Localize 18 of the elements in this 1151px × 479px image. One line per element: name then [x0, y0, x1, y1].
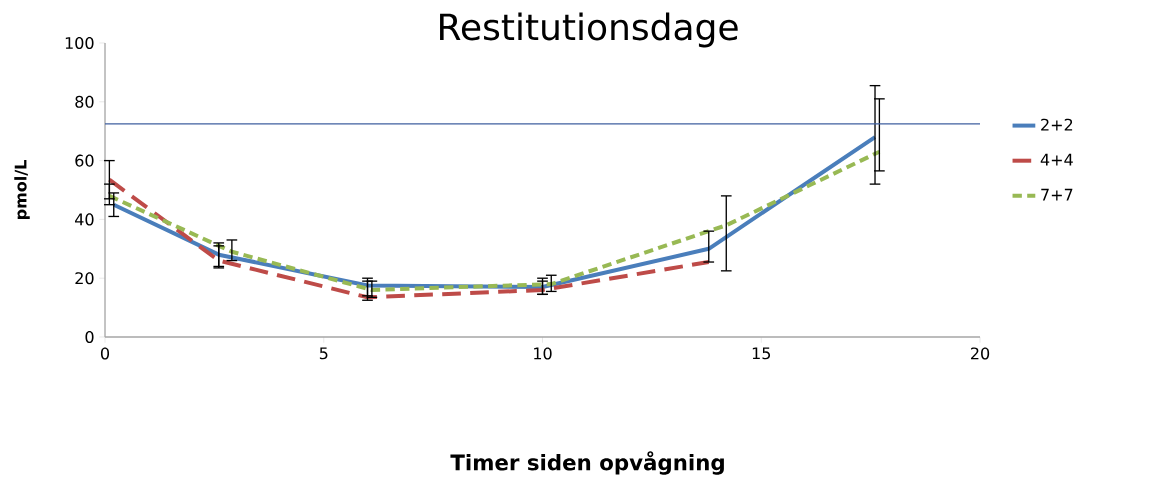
- y-axis-title: pmol/L: [14, 159, 30, 219]
- legend-label: 2+2: [1041, 118, 1073, 131]
- line-series: [107, 177, 711, 300]
- x-tick-label: 10: [534, 347, 552, 360]
- y-tick-label: 80: [75, 95, 94, 108]
- x-tick-label: 0: [100, 347, 110, 360]
- chart-title: Restitutionsdage: [440, 12, 738, 48]
- y-tick-label: 100: [65, 36, 94, 49]
- x-tick-label: 5: [319, 347, 328, 360]
- y-tick-label: 40: [75, 213, 94, 226]
- x-tick-label: 15: [752, 347, 771, 360]
- y-tick-label: 60: [75, 154, 94, 167]
- y-tick-label: 20: [75, 272, 94, 285]
- legend-label: 7+7: [1041, 188, 1073, 201]
- x-axis-title: Timer siden opvågning: [450, 451, 724, 475]
- x-tick-label: 20: [971, 347, 990, 360]
- legend-label: 4+4: [1040, 153, 1073, 166]
- y-tick-label: 0: [85, 330, 94, 343]
